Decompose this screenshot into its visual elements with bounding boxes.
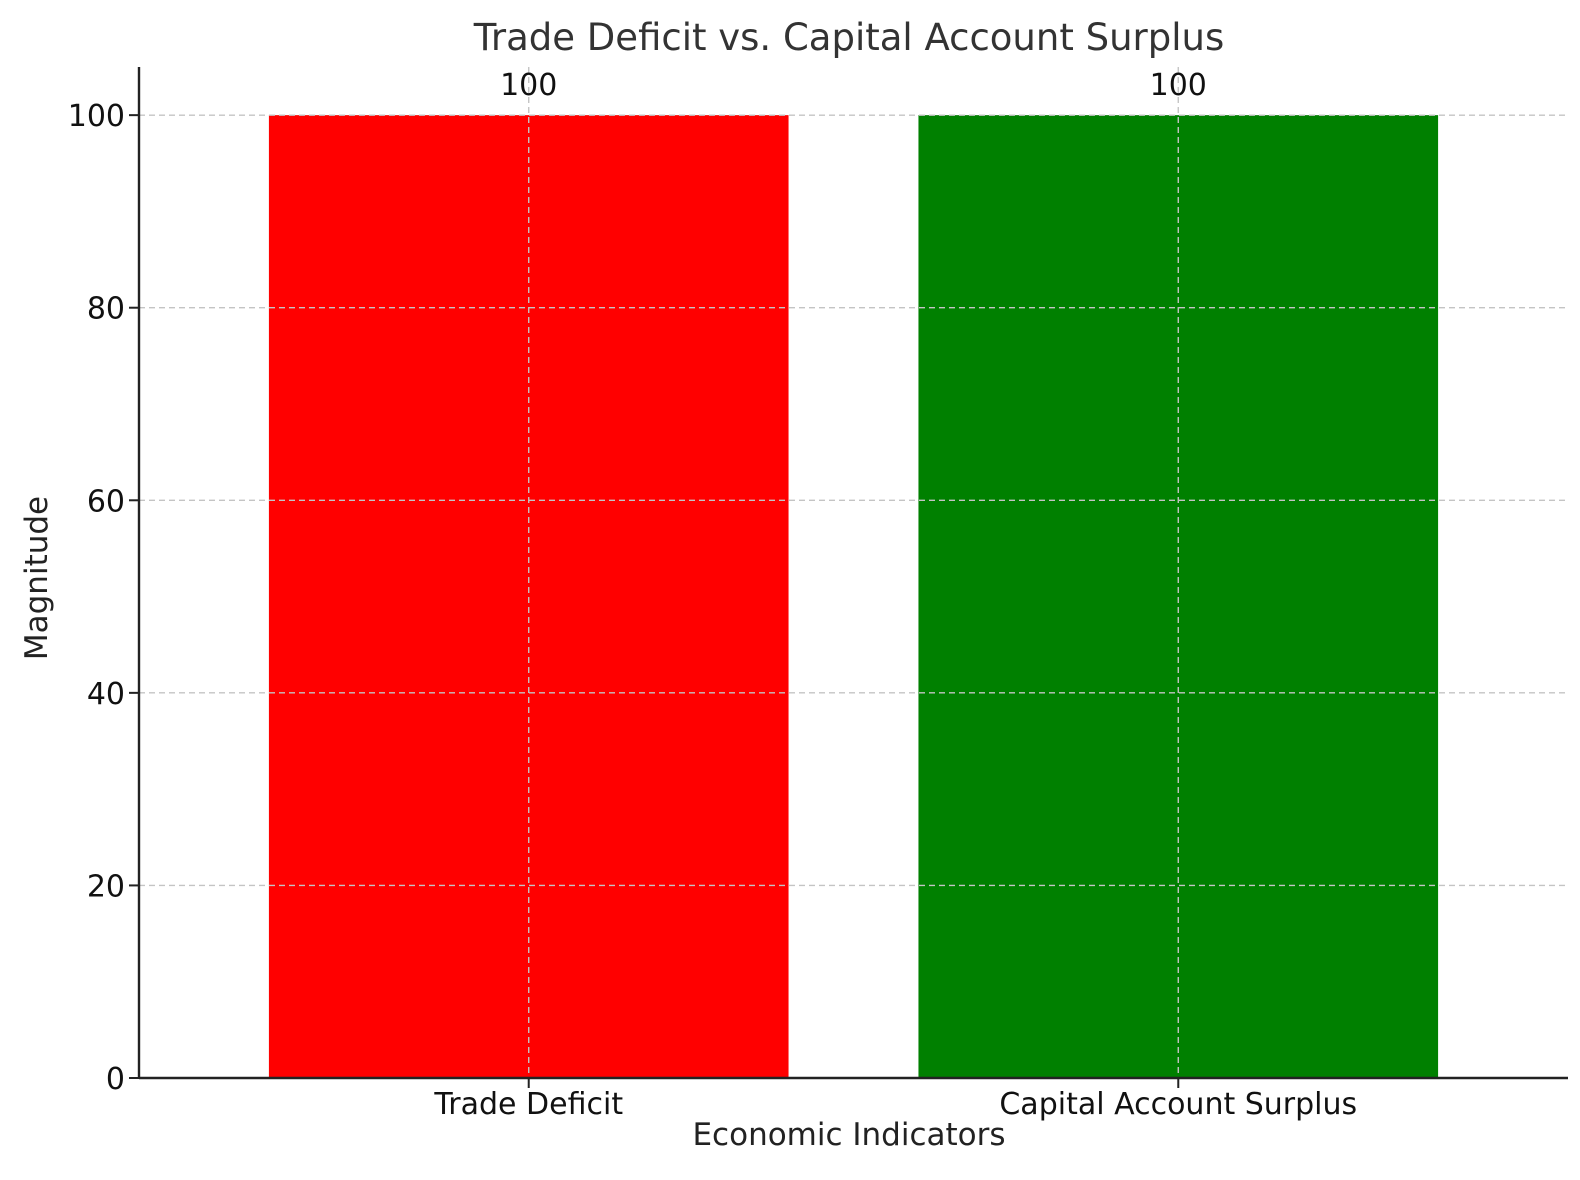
grid-lines bbox=[139, 67, 1568, 1079]
y-tick-label: 100 bbox=[68, 99, 125, 134]
y-tick-label: 20 bbox=[87, 869, 125, 904]
chart-title: Trade Deficit vs. Capital Account Surplu… bbox=[473, 16, 1225, 59]
y-axis-ticks: 0 20 40 60 80 100 bbox=[68, 99, 139, 1097]
y-tick-label: 0 bbox=[106, 1062, 125, 1097]
y-axis-label: Magnitude bbox=[19, 496, 55, 660]
x-tick-label: Trade Deficit bbox=[433, 1087, 623, 1122]
data-label: 100 bbox=[500, 68, 557, 103]
x-axis-ticks: Trade Deficit Capital Account Surplus bbox=[433, 1078, 1357, 1122]
data-label: 100 bbox=[1150, 68, 1207, 103]
y-tick-label: 60 bbox=[87, 484, 125, 519]
y-tick-label: 40 bbox=[87, 677, 125, 712]
y-tick-label: 80 bbox=[87, 292, 125, 327]
x-axis-label: Economic Indicators bbox=[692, 1117, 1005, 1153]
x-tick-label: Capital Account Surplus bbox=[999, 1087, 1357, 1122]
data-labels: 100 100 bbox=[500, 68, 1207, 103]
bars bbox=[268, 115, 1439, 1078]
